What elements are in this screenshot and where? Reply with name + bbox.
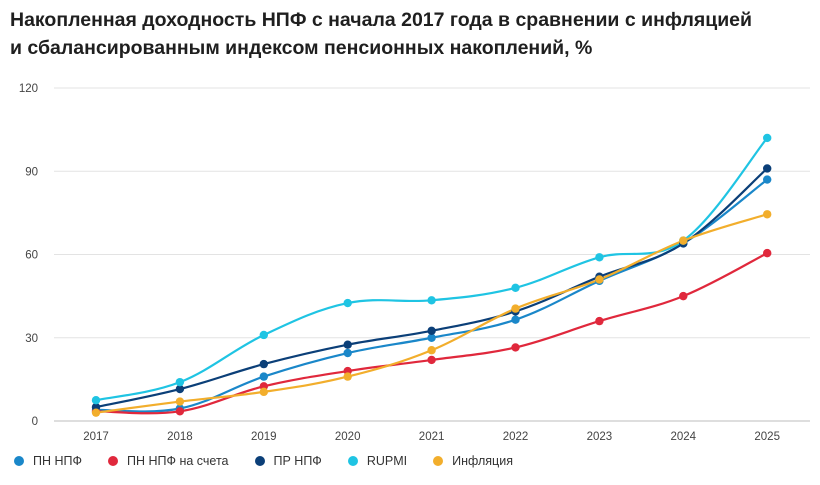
data-point bbox=[343, 372, 352, 381]
legend-swatch bbox=[14, 456, 24, 466]
legend-label: ПН НПФ на счета bbox=[127, 454, 229, 468]
legend-label: RUPMI bbox=[366, 454, 408, 468]
data-point bbox=[511, 283, 520, 292]
series-line bbox=[94, 167, 769, 409]
x-tick-label: 2021 bbox=[419, 431, 445, 443]
chart-title: Накопленная доходность НПФ с начала 2017… bbox=[10, 6, 810, 62]
data-point bbox=[427, 346, 436, 355]
data-point bbox=[511, 343, 520, 352]
x-tick-label: 2023 bbox=[587, 431, 613, 443]
legend-item: Инфляция bbox=[433, 454, 513, 468]
legend-item: ПР НПФ bbox=[254, 454, 322, 468]
x-tick-label: 2022 bbox=[503, 431, 529, 443]
data-point bbox=[259, 387, 268, 397]
legend-swatch bbox=[347, 456, 358, 466]
data-point bbox=[343, 298, 352, 308]
x-tick-label: 2018 bbox=[167, 431, 193, 443]
series-line bbox=[94, 178, 769, 413]
data-point bbox=[595, 316, 604, 326]
data-point bbox=[679, 236, 688, 245]
data-point bbox=[343, 348, 352, 358]
data-point bbox=[763, 133, 772, 143]
data-point bbox=[259, 372, 268, 381]
x-tick-label: 2025 bbox=[754, 431, 780, 443]
legend-item: ПН НПФ на счета bbox=[108, 454, 229, 468]
x-tick-label: 2017 bbox=[83, 431, 109, 443]
chart-legend: ПН НПФ ПН НПФ на счета ПР НПФ RUPMI Инфляция bbox=[14, 454, 539, 468]
data-point bbox=[175, 377, 185, 387]
data-point bbox=[763, 175, 772, 184]
legend-item: RUPMI bbox=[347, 454, 408, 468]
data-point bbox=[595, 275, 604, 284]
data-point bbox=[259, 330, 268, 340]
data-point bbox=[175, 407, 185, 416]
chart-title-line-1: Накопленная доходность НПФ с начала 2017… bbox=[10, 9, 753, 31]
series-line bbox=[94, 213, 769, 414]
data-point bbox=[427, 296, 436, 305]
data-point bbox=[91, 395, 101, 405]
y-tick-label: 60 bbox=[25, 250, 38, 262]
legend-label: Инфляция bbox=[452, 454, 513, 468]
legend-swatch bbox=[254, 456, 265, 466]
legend-swatch bbox=[433, 456, 444, 466]
y-tick-label: 0 bbox=[32, 416, 38, 428]
legend-item: ПН НПФ bbox=[14, 454, 82, 468]
y-tick-label: 90 bbox=[25, 166, 38, 178]
x-tick-label: 2020 bbox=[335, 431, 361, 443]
data-point bbox=[595, 253, 604, 262]
data-point bbox=[91, 408, 101, 417]
data-point bbox=[511, 304, 520, 313]
data-point bbox=[763, 164, 772, 173]
data-point bbox=[259, 359, 268, 369]
data-point bbox=[175, 384, 185, 394]
data-point bbox=[763, 210, 772, 219]
y-tick-label: 120 bbox=[19, 83, 38, 95]
data-point bbox=[175, 397, 185, 406]
data-point bbox=[511, 315, 520, 324]
data-point bbox=[763, 248, 772, 258]
legend-swatch bbox=[108, 456, 118, 466]
data-point bbox=[427, 333, 436, 342]
data-point bbox=[679, 291, 688, 301]
legend-label: ПР НПФ bbox=[273, 454, 322, 468]
data-point bbox=[427, 326, 436, 336]
data-point bbox=[343, 340, 352, 349]
x-tick-label: 2024 bbox=[671, 431, 697, 443]
chart-title-line-2: и сбалансированным индексом пенсионных н… bbox=[10, 37, 593, 59]
y-tick-label: 30 bbox=[25, 333, 38, 345]
data-point bbox=[427, 355, 436, 365]
x-tick-label: 2019 bbox=[251, 431, 277, 443]
legend-label: ПН НПФ bbox=[33, 454, 82, 468]
